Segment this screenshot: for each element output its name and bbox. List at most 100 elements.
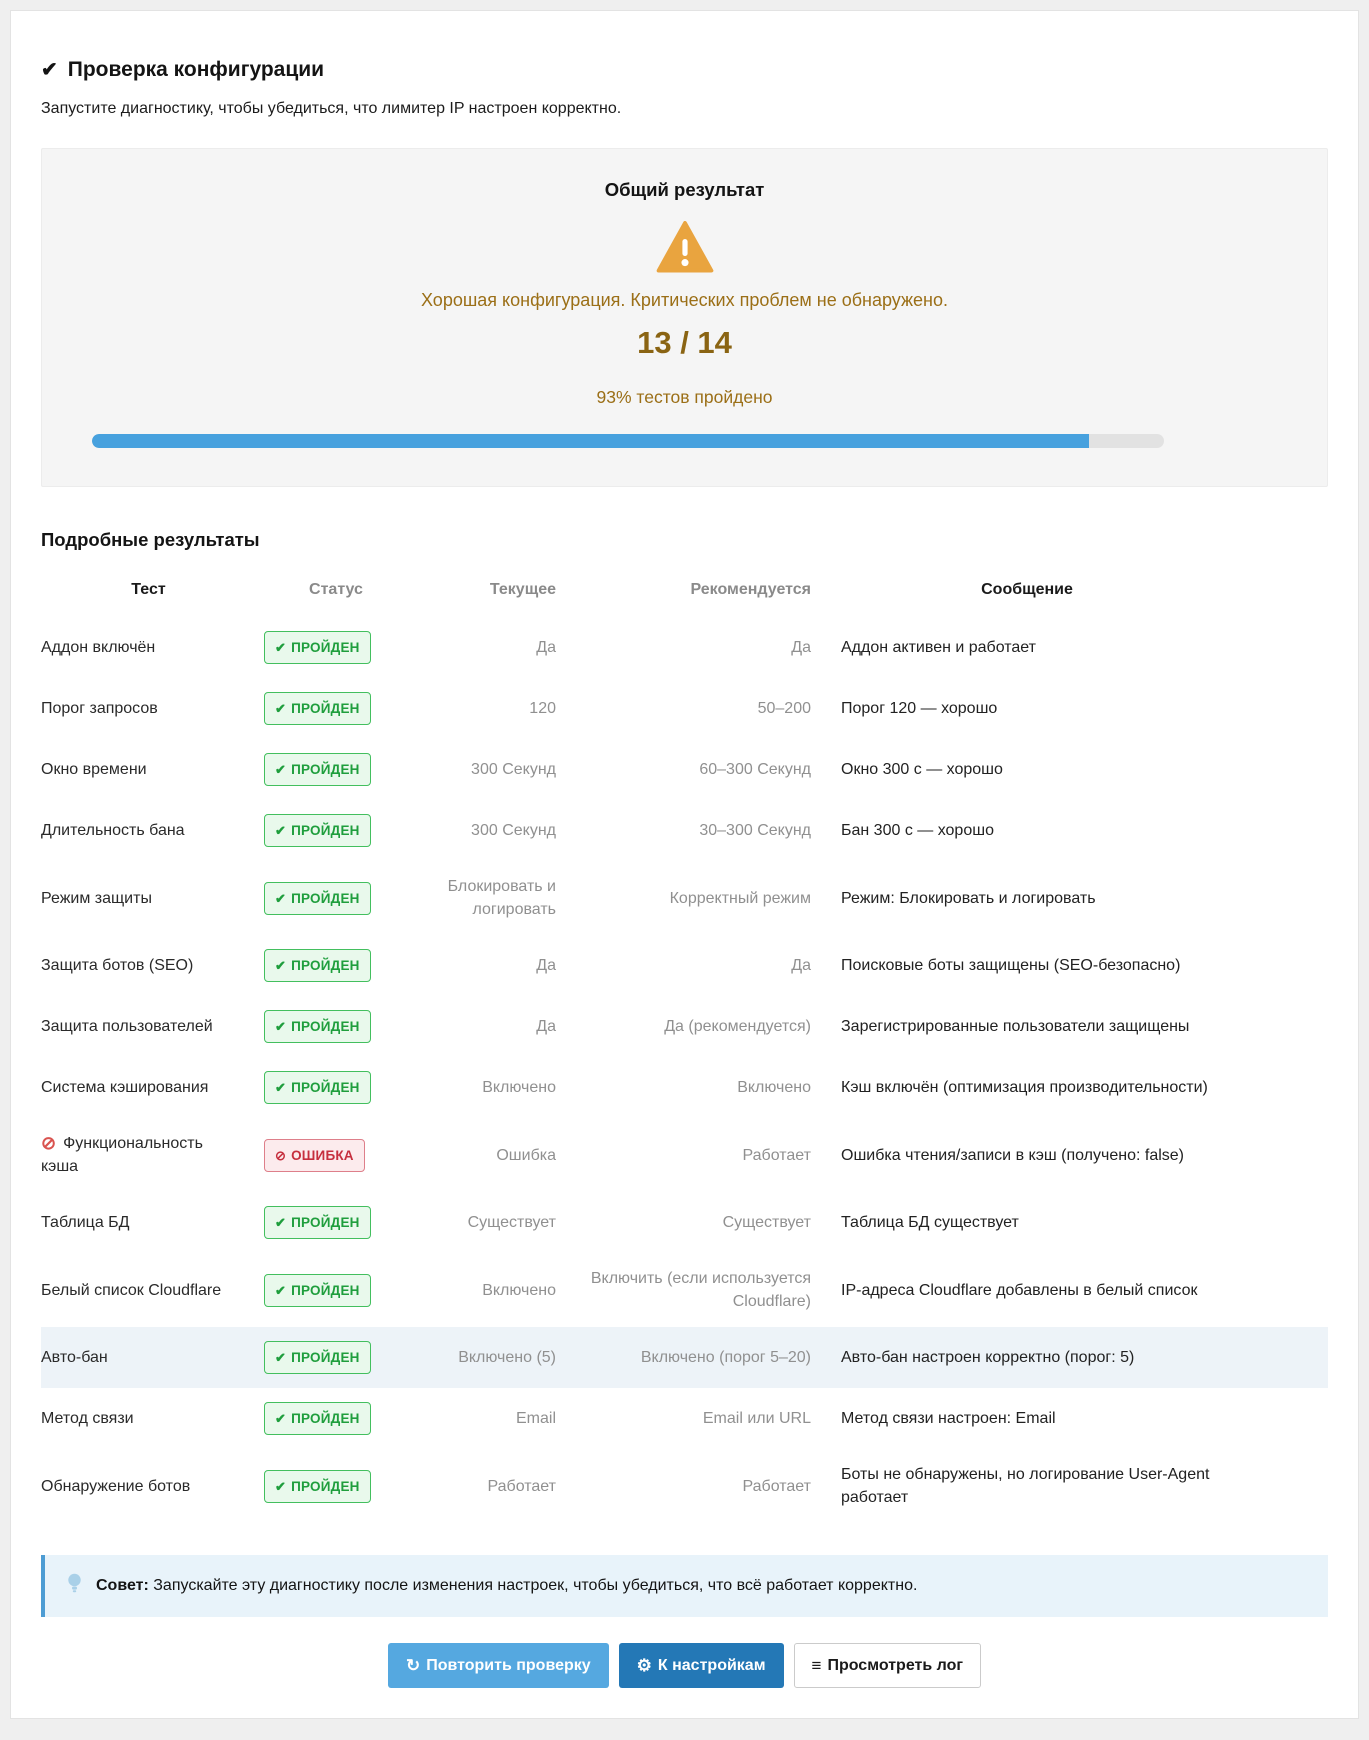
test-name: Режим защиты [41, 889, 152, 907]
status-badge: ✔ ПРОЙДЕН [264, 753, 371, 786]
table-row: ⊘ Функциональность кэша ⊘ ОШИБКА Ошибка Р… [41, 1118, 1328, 1192]
table-row: Белый список Cloudflare ✔ ПРОЙДЕН Включе… [41, 1253, 1328, 1327]
result-message: Ошибка чтения/записи в кэш (получено: fa… [841, 1146, 1184, 1164]
test-name: Обнаружение ботов [41, 1477, 191, 1495]
repeat-check-button[interactable]: ↻ Повторить проверку [387, 1643, 609, 1688]
result-message: Зарегистрированные пользователи защищены [841, 1018, 1190, 1035]
status-badge-icon: ✔ [275, 640, 287, 655]
result-message: Таблица БД существует [841, 1214, 1019, 1231]
test-name: Белый список Cloudflare [41, 1281, 222, 1299]
recommended-value: Да [791, 639, 811, 656]
test-name: Функциональность кэша [41, 1135, 203, 1175]
result-message: Аддон активен и работает [841, 639, 1036, 656]
table-row: Таблица БД ✔ ПРОЙДЕН Существует Существу… [41, 1192, 1328, 1253]
current-value: Блокировать и логировать [447, 878, 556, 918]
result-message: Авто-бан настроен корректно (порог: 5) [841, 1349, 1135, 1366]
status-badge: ⊘ ОШИБКА [264, 1138, 365, 1172]
current-value: Да [536, 639, 556, 656]
status-badge-icon: ✔ [275, 1019, 287, 1034]
lightbulb-icon [67, 1573, 82, 1599]
status-badge-label: ОШИБКА [291, 1147, 354, 1163]
test-name: Защита ботов (SEO) [41, 957, 194, 974]
status-badge-label: ПРОЙДЕН [291, 1478, 360, 1494]
go-to-settings-button[interactable]: ⚙ К настройкам [618, 1643, 784, 1688]
status-badge-label: ПРОЙДЕН [291, 1215, 360, 1230]
status-badge-icon: ✔ [275, 701, 287, 716]
current-value: 120 [529, 700, 556, 717]
status-badge-label: ПРОЙДЕН [291, 1019, 360, 1034]
table-row: Защита пользователей ✔ ПРОЙДЕН Да Да (ре… [41, 996, 1328, 1057]
status-badge-label: ПРОЙДЕН [291, 640, 360, 655]
repeat-check-label: Повторить проверку [426, 1657, 591, 1674]
status-badge-icon: ✔ [275, 1282, 287, 1298]
test-name: Система кэширования [41, 1079, 209, 1096]
status-badge-icon: ✔ [275, 1411, 287, 1426]
recommended-value: Email или URL [702, 1410, 811, 1427]
status-badge-icon: ⊘ [275, 1147, 287, 1163]
status-badge-icon: ✔ [275, 1350, 287, 1365]
table-row: Система кэширования ✔ ПРОЙДЕН Включено В… [41, 1057, 1328, 1118]
table-row: Режим защиты ✔ ПРОЙДЕН Блокировать и лог… [41, 861, 1328, 935]
status-badge-label: ПРОЙДЕН [291, 1411, 360, 1426]
status-badge-label: ПРОЙДЕН [291, 890, 360, 906]
status-badge: ✔ ПРОЙДЕН [264, 692, 371, 725]
status-badge: ✔ ПРОЙДЕН [264, 1273, 371, 1307]
table-row: Метод связи ✔ ПРОЙДЕН Email Email или UR… [41, 1388, 1328, 1449]
summary-score: 13 / 14 [637, 325, 732, 360]
test-name: Аддон включён [41, 639, 156, 656]
tip-text-wrap: Совет: Запускайте эту диагностику после … [96, 1577, 917, 1595]
column-header-recommended: Рекомендуется [690, 581, 811, 598]
status-badge: ✔ ПРОЙДЕН [264, 1010, 371, 1043]
result-message: Кэш включён (оптимизация производительно… [841, 1079, 1208, 1096]
summary-percent-label: 93% тестов пройдено [596, 387, 773, 407]
current-value: 300 Секунд [471, 822, 556, 839]
column-header-status: Статус [309, 581, 363, 598]
result-message: Порог 120 — хорошо [841, 700, 998, 717]
status-badge: ✔ ПРОЙДЕН [264, 1469, 371, 1503]
status-badge-icon: ✔ [275, 1478, 287, 1494]
test-name: Защита пользователей [41, 1018, 213, 1035]
recommended-value: 60–300 Секунд [699, 761, 811, 778]
view-log-button[interactable]: ≡ Просмотреть лог [793, 1643, 982, 1688]
summary-message: Хорошая конфигурация. Критических пробле… [421, 290, 948, 310]
test-name: Таблица БД [41, 1214, 130, 1231]
recommended-value: Включить (если используется Cloudflare) [590, 1270, 811, 1310]
current-value: Существует [467, 1214, 556, 1231]
recommended-value: Корректный режим [669, 889, 811, 907]
recommended-value: Работает [742, 1146, 812, 1164]
status-badge: ✔ ПРОЙДЕН [264, 881, 371, 915]
current-value: Email [515, 1410, 556, 1427]
status-badge: ✔ ПРОЙДЕН [264, 949, 371, 982]
config-check-panel: ✔ Проверка конфигурации Запустите диагно… [10, 10, 1359, 1719]
page-title: ✔ Проверка конфигурации [41, 57, 1328, 82]
test-name: Окно времени [41, 761, 147, 778]
column-header-test: Тест [131, 581, 166, 598]
table-row: Защита ботов (SEO) ✔ ПРОЙДЕН Да Да Поиск… [41, 935, 1328, 996]
status-badge: ✔ ПРОЙДЕН [264, 1402, 371, 1435]
recommended-value: Включено (порог 5–20) [640, 1349, 811, 1366]
status-badge: ✔ ПРОЙДЕН [264, 631, 371, 664]
status-badge-icon: ✔ [275, 1080, 287, 1095]
table-row: Окно времени ✔ ПРОЙДЕН 300 Секунд 60–300… [41, 739, 1328, 800]
recommended-value: 30–300 Секунд [699, 822, 811, 839]
result-message: IP-адреса Cloudflare добавлены в белый с… [841, 1281, 1198, 1299]
summary-box: Общий результат Хорошая конфигурация. Кр… [41, 148, 1328, 487]
result-message: Метод связи настроен: Email [841, 1410, 1056, 1427]
current-value: Включено (5) [458, 1349, 556, 1366]
summary-title: Общий результат [604, 179, 765, 200]
recommended-value: Включено [737, 1079, 811, 1096]
list-icon: ≡ [811, 1656, 822, 1675]
column-header-message: Сообщение [981, 581, 1073, 598]
current-value: Да [536, 957, 556, 974]
status-badge: ✔ ПРОЙДЕН [264, 1206, 371, 1239]
test-name: Порог запросов [41, 700, 158, 717]
status-badge-icon: ✔ [275, 1215, 287, 1230]
status-badge-label: ПРОЙДЕН [291, 1080, 360, 1095]
current-value: Работает [487, 1477, 557, 1495]
warning-triangle-icon [656, 221, 714, 278]
progress-fill [92, 434, 1089, 448]
recommended-value: Да [791, 957, 811, 974]
table-header-row: Тест Статус Текущее Рекомендуется Сообще… [41, 561, 1328, 617]
result-message: Окно 300 с — хорошо [841, 761, 1003, 778]
recommended-value: Работает [742, 1477, 812, 1495]
